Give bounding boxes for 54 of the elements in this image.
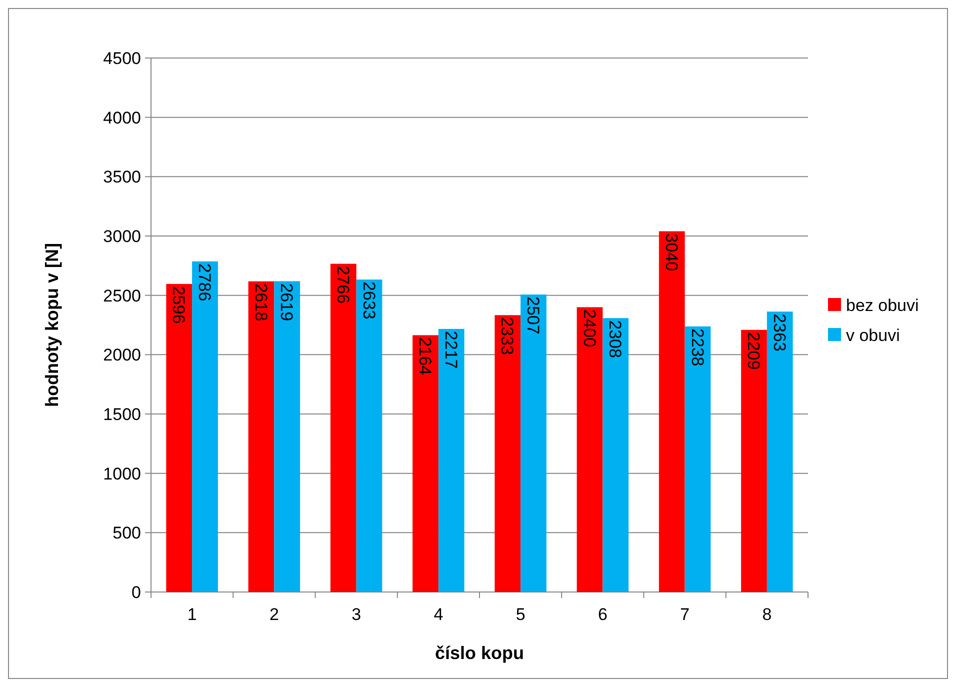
y-tick-label: 3000 (103, 226, 141, 246)
data-label: 2238 (688, 328, 707, 366)
data-label: 2596 (169, 286, 188, 324)
data-label: 2333 (498, 317, 517, 355)
x-tick-label: 7 (680, 605, 690, 624)
data-label: 2363 (770, 314, 789, 352)
y-tick-label: 1000 (103, 464, 141, 484)
data-label: 2217 (441, 330, 460, 369)
bar (494, 315, 521, 592)
x-tick-label: 5 (516, 605, 526, 624)
data-label: 3040 (662, 233, 681, 272)
y-tick-label: 3500 (103, 168, 141, 187)
y-tick-label: 2000 (103, 346, 141, 365)
bar (658, 231, 685, 592)
bar (684, 326, 711, 592)
x-tick-label: 6 (598, 605, 608, 624)
data-label: 2507 (524, 296, 543, 334)
bar (192, 261, 218, 592)
bar (741, 330, 767, 592)
bar (576, 307, 603, 592)
data-label: 2400 (580, 309, 599, 348)
bar (412, 335, 438, 592)
y-tick-label: 4000 (103, 108, 141, 128)
data-label: 2618 (251, 283, 270, 322)
bar (438, 328, 464, 592)
bar (166, 284, 192, 592)
x-tick-label: 3 (352, 605, 362, 624)
data-label: 2766 (333, 266, 352, 304)
x-tick-label: 2 (269, 605, 279, 624)
bar (766, 312, 793, 592)
x-tick-label: 8 (762, 605, 772, 624)
bar (602, 318, 629, 592)
y-tick-label: 500 (112, 524, 141, 543)
data-label: 2633 (359, 282, 378, 320)
y-axis-title: hodnoty kopu v [N] (42, 243, 62, 407)
bar (520, 294, 546, 592)
x-tick-label: 4 (434, 605, 444, 624)
x-tick-label: 1 (187, 605, 197, 624)
legend-label: v obuvi (846, 326, 900, 345)
x-axis-title: číslo kopu (434, 643, 524, 663)
data-label: 2786 (195, 263, 214, 302)
bar (248, 281, 274, 592)
data-label: 2308 (606, 320, 625, 358)
y-tick-label: 0 (132, 582, 141, 602)
data-label: 2209 (744, 332, 764, 370)
y-tick-label: 1500 (103, 404, 141, 424)
data-label: 2619 (277, 283, 296, 322)
y-tick-label: 4500 (103, 48, 141, 68)
data-label: 2164 (416, 337, 435, 376)
bar (274, 281, 300, 592)
y-tick-label: 2500 (103, 286, 141, 306)
legend-label: bez obuvi (846, 296, 919, 315)
bar (356, 280, 382, 592)
bar (330, 264, 356, 592)
